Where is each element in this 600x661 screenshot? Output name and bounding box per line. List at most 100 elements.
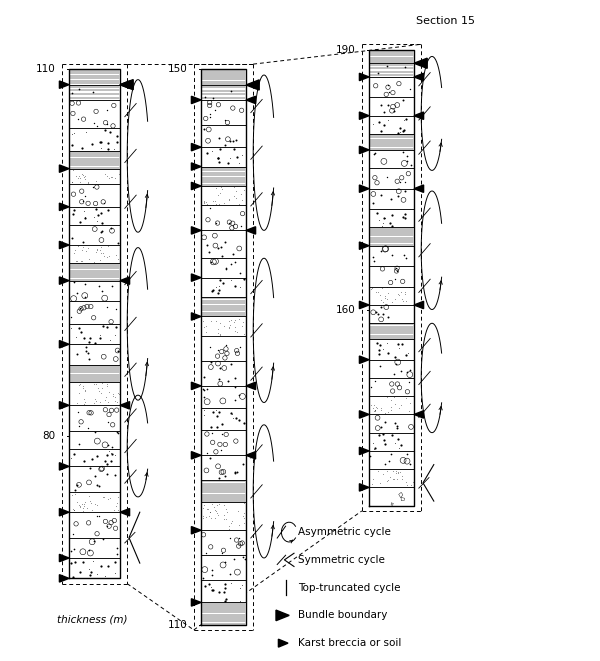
Point (207, 564, 217, 575)
Bar (201, 69, 246, 85)
Point (67, 98, 77, 108)
Point (217, 418, 227, 429)
Bar (369, 209, 414, 227)
Polygon shape (59, 277, 69, 284)
Text: Section 15: Section 15 (416, 17, 475, 26)
Polygon shape (191, 227, 201, 234)
Point (218, 467, 228, 477)
Point (90, 498, 100, 509)
Point (401, 114, 411, 124)
Point (200, 322, 209, 332)
Point (84, 564, 94, 574)
Point (367, 382, 376, 393)
Point (80, 385, 90, 395)
Point (214, 510, 223, 521)
Point (237, 149, 247, 160)
Point (75, 501, 85, 512)
Point (400, 61, 410, 72)
Point (220, 321, 229, 332)
Point (368, 188, 378, 199)
Point (109, 100, 119, 111)
Point (390, 438, 400, 449)
Polygon shape (59, 574, 69, 582)
Point (222, 348, 232, 359)
Point (405, 398, 415, 408)
Point (203, 136, 213, 146)
Bar (201, 85, 246, 100)
Point (206, 581, 215, 592)
Point (200, 581, 209, 592)
Point (199, 315, 208, 326)
Point (113, 388, 122, 399)
Bar (69, 128, 120, 151)
Point (75, 378, 85, 389)
Point (373, 338, 382, 348)
Point (105, 127, 115, 137)
Point (239, 185, 249, 196)
Point (236, 221, 245, 231)
Text: Top-truncated cycle: Top-truncated cycle (298, 582, 400, 593)
Point (214, 284, 224, 295)
Point (79, 399, 89, 409)
Point (205, 97, 214, 108)
Polygon shape (59, 241, 69, 249)
Point (226, 320, 235, 330)
Point (373, 465, 383, 476)
Point (387, 379, 397, 389)
Point (376, 100, 386, 110)
Point (378, 308, 388, 319)
Polygon shape (246, 97, 256, 104)
Bar (369, 266, 414, 287)
Point (393, 433, 403, 444)
Polygon shape (120, 508, 130, 516)
Point (206, 512, 216, 523)
Point (219, 587, 229, 598)
Point (372, 177, 382, 188)
Bar (201, 530, 246, 555)
Point (370, 376, 379, 387)
Point (76, 173, 85, 183)
Point (92, 245, 101, 256)
Point (238, 317, 248, 327)
Point (78, 196, 88, 206)
Bar (201, 206, 246, 231)
Point (100, 293, 110, 303)
Point (401, 350, 411, 360)
Point (229, 182, 239, 192)
Point (388, 465, 398, 476)
Point (386, 405, 395, 416)
Point (234, 389, 244, 400)
Point (79, 383, 88, 393)
Point (103, 144, 112, 155)
Bar (201, 580, 246, 602)
Point (232, 413, 241, 424)
Point (209, 502, 219, 513)
Point (221, 262, 231, 273)
Point (79, 241, 88, 252)
Point (234, 541, 244, 551)
Point (215, 363, 224, 373)
Point (66, 311, 76, 322)
Text: 110: 110 (168, 619, 188, 630)
Polygon shape (191, 527, 201, 534)
Point (400, 213, 409, 223)
Point (398, 126, 408, 136)
Point (211, 506, 221, 516)
Point (77, 499, 87, 510)
Point (106, 317, 116, 327)
Point (371, 81, 380, 91)
Point (224, 375, 233, 386)
Point (102, 104, 112, 115)
Point (102, 379, 112, 389)
Point (86, 497, 96, 508)
Point (110, 144, 119, 155)
Point (105, 335, 115, 346)
Point (74, 171, 83, 181)
Point (380, 293, 390, 304)
Point (206, 422, 216, 432)
Point (85, 463, 95, 473)
Point (78, 169, 88, 180)
Point (68, 572, 77, 582)
Point (368, 252, 377, 262)
Point (221, 594, 230, 605)
